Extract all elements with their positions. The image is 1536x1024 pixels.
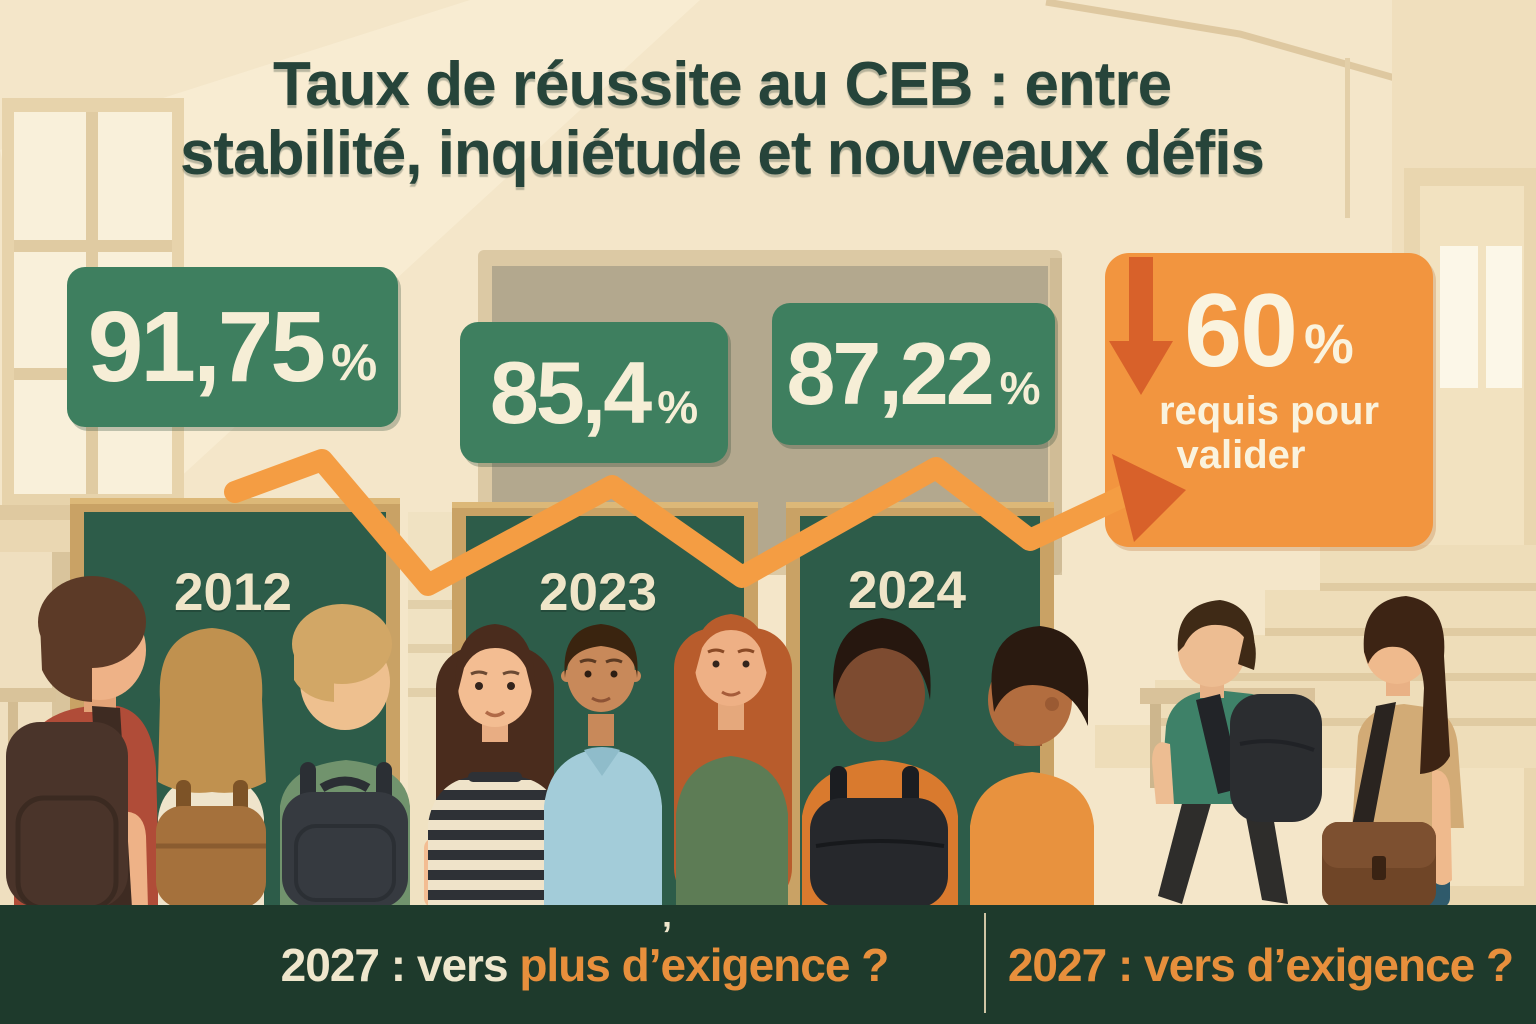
student-back-orange-shirt (802, 618, 958, 908)
banner-accent-artifact: ’ (662, 914, 673, 955)
pillar-steps (408, 512, 452, 908)
threshold-value-row: 60 % (1184, 279, 1353, 383)
stat-value-2023: 85,4 (489, 342, 652, 442)
student-walking-green-shirt (1152, 600, 1322, 904)
threshold-box: 60 % requis pour valider (1105, 253, 1433, 547)
stat-box-2012: 91,75 % (67, 267, 398, 427)
stat-unit-2023: % (657, 380, 699, 433)
student-front-blue-shirt (544, 624, 662, 908)
student-front-striped-shirt (424, 624, 566, 908)
chalkboard-2012 (70, 498, 400, 908)
banner-left-section: 2027 : vers plus d’exigence ? (0, 905, 985, 1024)
student-front-red-hair (674, 614, 792, 908)
stat-value-2024: 87,22 (786, 324, 994, 423)
stat-box-2023: 85,4 % (460, 322, 728, 463)
stat-box-2024: 87,22 % (772, 303, 1055, 445)
banner-left-highlight: plus d’exigence ? (519, 938, 889, 991)
title-line-2: stabilité, inquiétude et nouveaux défis (179, 119, 1265, 189)
title-line-1: Taux de réussite au CEB : entre (272, 50, 1172, 119)
year-label-2024: 2024 (848, 561, 966, 620)
student-back-blonde (156, 628, 266, 908)
stat-value-2012: 91,75 (87, 291, 326, 403)
student-profile-orange-shirt (970, 626, 1094, 908)
threshold-caption-line1: requis pour (1158, 389, 1380, 433)
threshold-unit: % (1303, 311, 1354, 375)
student-back-green-shirt (280, 604, 410, 908)
year-label-2012: 2012 (174, 563, 292, 622)
banner-divider (984, 913, 986, 1013)
stat-unit-2024: % (999, 362, 1041, 414)
down-arrow-icon (1109, 257, 1173, 395)
student-back-red-shirt (6, 576, 160, 911)
banner-left-prefix: 2027 : vers (280, 938, 520, 991)
desk (1140, 688, 1315, 788)
student-walking-bag (1322, 596, 1464, 908)
left-door-frame (0, 520, 80, 910)
page-title: Taux de réussite au CEB : entre stabilit… (0, 50, 1490, 189)
stat-unit-2012: % (331, 334, 378, 392)
bottom-banner: 2027 : vers plus d’exigence ? 2027 : ver… (0, 905, 1536, 1024)
threshold-value: 60 (1184, 273, 1298, 389)
threshold-caption-line2: valider (1176, 433, 1306, 477)
banner-right-text: 2027 : vers d’exigence ? (1007, 938, 1514, 991)
year-label-2023: 2023 (539, 563, 657, 622)
banner-left-text: 2027 : vers plus d’exigence ? (280, 938, 890, 992)
staircase (1095, 545, 1536, 768)
